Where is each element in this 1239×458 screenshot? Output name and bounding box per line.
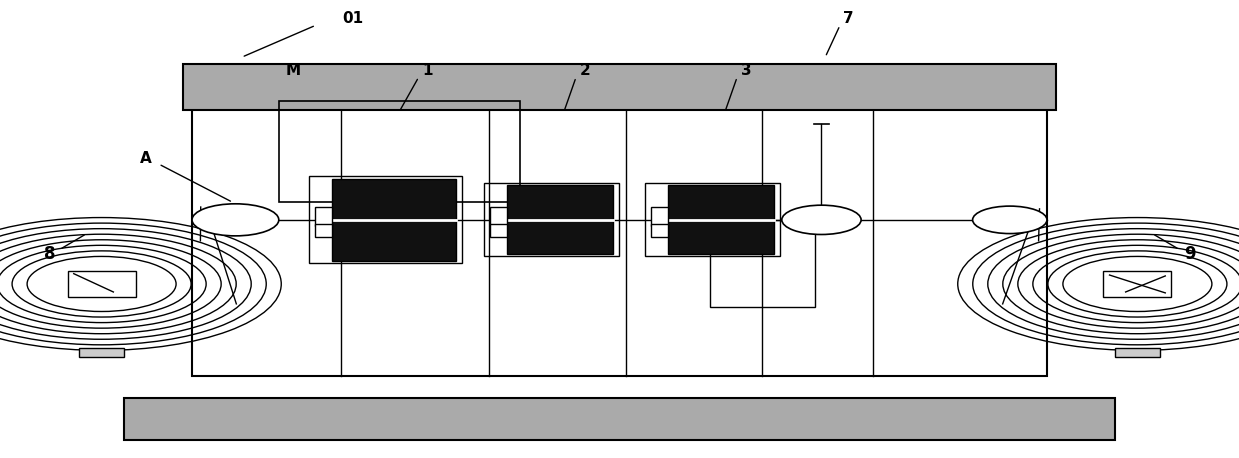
Bar (309, 176, 462, 263)
Bar (483, 183, 618, 256)
Bar (183, 64, 1056, 110)
Text: 9: 9 (1183, 245, 1196, 263)
Bar (668, 185, 773, 220)
Bar (68, 271, 136, 297)
Text: 3: 3 (741, 64, 751, 78)
Bar (1115, 348, 1160, 357)
Text: 01: 01 (342, 11, 364, 26)
Bar (644, 183, 781, 256)
Bar (668, 220, 773, 254)
Bar (491, 224, 508, 236)
Bar (315, 207, 332, 226)
Circle shape (782, 205, 861, 234)
Circle shape (973, 206, 1047, 234)
Bar (279, 101, 520, 202)
Bar (332, 220, 456, 261)
Bar (1103, 271, 1172, 297)
Circle shape (192, 204, 279, 236)
Bar (332, 179, 456, 220)
Bar (508, 220, 612, 254)
Bar (79, 348, 124, 357)
Bar (652, 207, 668, 226)
Bar (652, 224, 668, 236)
Bar (124, 398, 1115, 440)
Text: A: A (140, 151, 152, 165)
Text: M: M (286, 64, 301, 78)
Text: 1: 1 (422, 64, 432, 78)
Bar (315, 224, 332, 236)
Text: 8: 8 (43, 245, 56, 263)
Text: 7: 7 (844, 11, 854, 26)
Bar (710, 220, 815, 307)
Text: 2: 2 (580, 64, 590, 78)
Bar (192, 92, 1047, 376)
Bar (508, 185, 612, 220)
Bar (491, 207, 508, 226)
